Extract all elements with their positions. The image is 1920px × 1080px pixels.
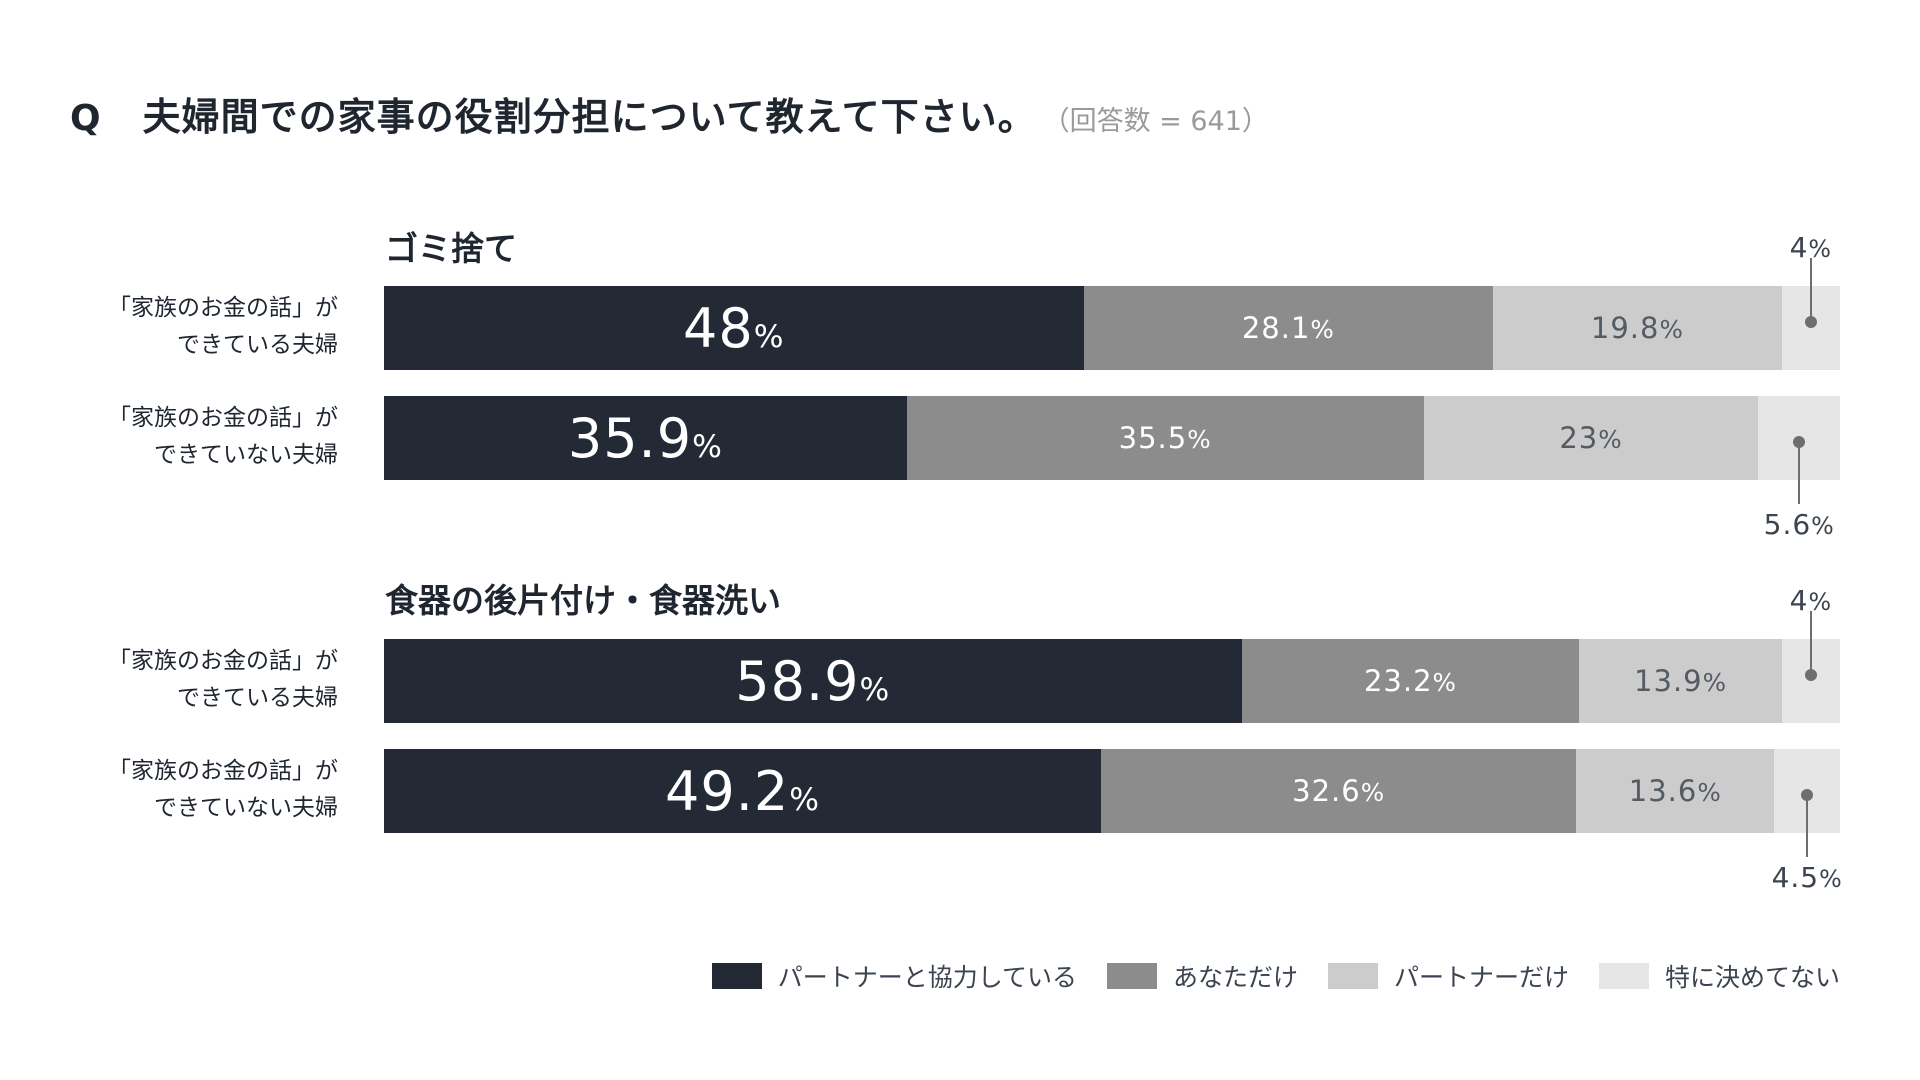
row-label: 「家族のお金の話」が できている夫婦 [40, 290, 338, 364]
group-title-dishes: 食器の後片付け・食器洗い [385, 581, 781, 620]
row-label: 「家族のお金の話」が できている夫婦 [40, 643, 338, 717]
legend-label: パートナーと協力している [777, 963, 1077, 992]
segment-only-partner: 23% [1423, 396, 1759, 480]
respondent-count: （回答数 = 641） [1042, 106, 1269, 137]
data-label: 49.2% [665, 759, 821, 823]
legend-label: あなただけ [1172, 963, 1298, 992]
data-label: 13.9% [1634, 664, 1728, 698]
data-label: 13.6% [1628, 774, 1722, 808]
callout-label: 5.6% [1763, 508, 1835, 541]
callout-label: 4% [1789, 231, 1833, 264]
callout-line [1809, 258, 1812, 320]
segment-not-decided: 4% [1781, 584, 1840, 723]
callout-label: 4.5% [1771, 861, 1843, 894]
legend-swatch [1327, 963, 1378, 989]
segment-partner-cooperate: 48% [384, 286, 1084, 370]
segment-only-you: 28.1% [1083, 286, 1494, 370]
row-label-line2: できていない夫婦 [154, 442, 338, 468]
segment-only-you: 23.2% [1241, 639, 1580, 723]
callout-dot [1793, 436, 1806, 448]
segment-not-decided: 4% [1781, 231, 1840, 370]
legend-swatch [1598, 963, 1649, 989]
row-label: 「家族のお金の話」が できていない夫婦 [40, 400, 338, 474]
data-label: 35.9% [567, 406, 723, 470]
data-label: 35.5% [1118, 421, 1212, 455]
callout-line [1806, 795, 1809, 857]
segment-partner-cooperate: 49.2% [384, 749, 1102, 833]
question-text: 夫婦間での家事の役割分担について教えて下さい。 [142, 95, 1037, 139]
segment-only-partner: 13.6% [1576, 749, 1775, 833]
legend-swatch [1106, 963, 1157, 989]
stacked-bar: 49.2% 32.6% 13.6% 4.5% [384, 749, 1842, 894]
legend-item: パートナーと協力している [711, 958, 1077, 994]
callout-line [1798, 442, 1801, 504]
legend-item: あなただけ [1106, 958, 1298, 994]
stacked-bar: 48% 28.1% 19.8% 4% [384, 231, 1840, 370]
row-label-line2: できている夫婦 [177, 685, 338, 711]
row-label-line2: できていない夫婦 [154, 795, 338, 821]
stacked-bar: 58.9% 23.2% 13.9% 4% [384, 584, 1840, 723]
segment-only-you: 32.6% [1101, 749, 1577, 833]
segment-partner-cooperate: 35.9% [384, 396, 907, 480]
row-label-line1: 「家族のお金の話」が [108, 295, 338, 321]
data-label: 28.1% [1241, 311, 1335, 345]
row-label-line1: 「家族のお金の話」が [108, 405, 338, 431]
row-label-line2: できている夫婦 [177, 332, 338, 358]
callout-line [1809, 611, 1812, 673]
legend-swatch [711, 963, 762, 989]
data-label: 32.6% [1292, 774, 1386, 808]
question-header: Q 夫婦間での家事の役割分担について教えて下さい。 （回答数 = 641） [70, 86, 1269, 146]
legend-label: 特に決めてない [1664, 963, 1840, 992]
data-label: 58.9% [735, 649, 891, 713]
question-mark: Q [70, 98, 101, 139]
data-label: 23% [1559, 421, 1623, 455]
data-label: 23.2% [1363, 664, 1457, 698]
callout-dot [1801, 789, 1814, 801]
segment-only-partner: 13.9% [1579, 639, 1782, 723]
stacked-bar: 35.9% 35.5% 23% 5.6% [384, 396, 1840, 541]
callout-dot [1804, 316, 1817, 328]
data-label: 19.8% [1590, 311, 1684, 345]
row-label-line1: 「家族のお金の話」が [108, 648, 338, 674]
row-label: 「家族のお金の話」が できていない夫婦 [40, 753, 338, 827]
data-label: 48% [683, 296, 785, 360]
legend-label: パートナーだけ [1393, 963, 1569, 992]
callout-dot [1804, 669, 1817, 681]
legend-item: パートナーだけ [1327, 958, 1569, 994]
segment-only-partner: 19.8% [1493, 286, 1782, 370]
segment-not-decided: 5.6% [1758, 396, 1840, 541]
group-title-garbage: ゴミ捨て [385, 229, 517, 268]
segment-only-you: 35.5% [906, 396, 1424, 480]
callout-label: 4% [1789, 584, 1833, 617]
segment-partner-cooperate: 58.9% [384, 639, 1242, 723]
segment-not-decided: 4.5% [1772, 749, 1842, 894]
chart-legend: パートナーと協力している あなただけ パートナーだけ 特に決めてない [682, 958, 1840, 994]
row-label-line1: 「家族のお金の話」が [108, 758, 338, 784]
legend-item: 特に決めてない [1598, 958, 1840, 994]
